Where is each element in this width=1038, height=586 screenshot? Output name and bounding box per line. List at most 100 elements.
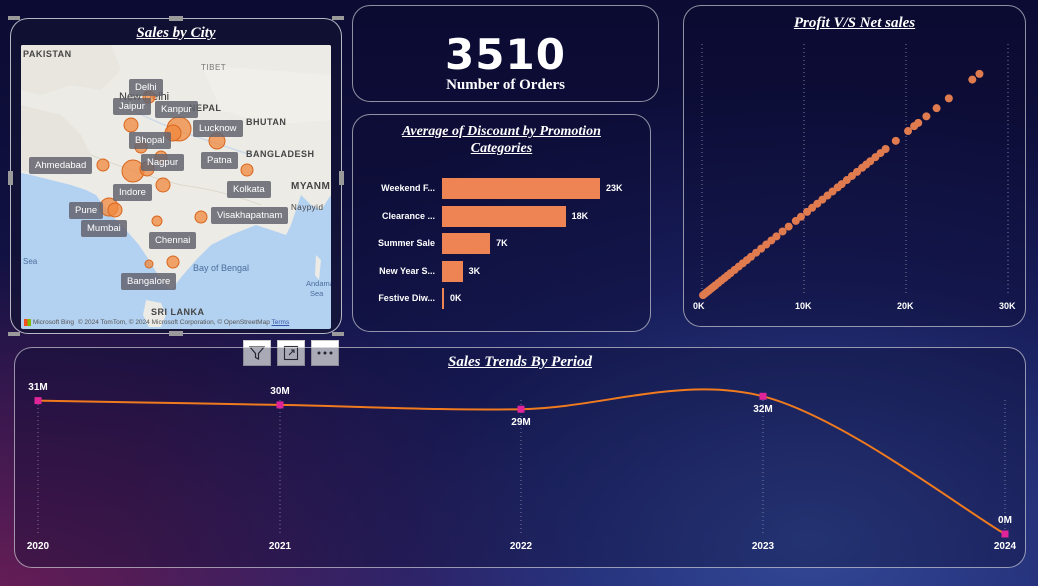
- line-x-tick: 2022: [509, 541, 533, 552]
- city-bubble-bangalore: [144, 259, 154, 269]
- map-canvas[interactable]: PAKISTAN TIBET BHUTAN BANGLADESH MYANM N…: [21, 45, 331, 329]
- city-label-ahmedabad[interactable]: Ahmedabad: [29, 157, 93, 174]
- line-value-label: 30M: [270, 385, 290, 397]
- map-water-label: Sea: [310, 289, 324, 298]
- city-label-bangalore[interactable]: Bangalore: [121, 273, 177, 290]
- line-marker: [759, 392, 767, 400]
- scatter-point: [904, 127, 913, 136]
- line-x-tick: 2024: [993, 541, 1017, 552]
- map-title: Sales by City: [136, 25, 216, 41]
- resize-handle-bottom[interactable]: [169, 331, 183, 336]
- scatter-point: [944, 94, 953, 103]
- discount-title-line1: Average of Discount by Promotion: [402, 124, 601, 139]
- scatter-title: Profit V/S Net sales: [793, 15, 916, 31]
- map-water-label: Bay of Bengal: [193, 263, 250, 273]
- discount-chart-title: Average of Discount by Promotion Categor…: [353, 123, 650, 157]
- bar-value-label: 3K: [468, 265, 481, 276]
- city-label-nagpur[interactable]: Nagpur: [141, 154, 185, 171]
- bar-category-label: Festive Diw...: [378, 293, 435, 303]
- city-label-delhi[interactable]: Delhi: [129, 79, 163, 96]
- city-label-chennai[interactable]: Chennai: [149, 232, 197, 249]
- more-options-icon: [317, 351, 333, 355]
- resize-handle-left[interactable]: [8, 171, 13, 185]
- scatter-point: [891, 136, 900, 145]
- more-options-button[interactable]: [311, 340, 339, 366]
- profit-vs-net-sales-card[interactable]: Profit V/S Net sales 0K 10K 20K 30K: [683, 5, 1026, 327]
- scatter-point: [784, 222, 793, 231]
- scatter-point: [932, 104, 941, 113]
- city-bubble-chennai: [166, 255, 180, 269]
- line-plot: [34, 388, 1009, 538]
- discount-bar[interactable]: [442, 288, 444, 309]
- city-bubble-pune-b: [107, 202, 123, 218]
- bar-category-label: Summer Sale: [377, 238, 435, 248]
- line-value-label: 0M: [998, 515, 1012, 526]
- city-label-pune[interactable]: Pune: [69, 202, 104, 219]
- city-bubble-patna: [240, 163, 254, 177]
- city-label-mumbai[interactable]: Mumbai: [81, 220, 127, 237]
- city-bubble-jaipur: [123, 117, 139, 133]
- city-label-patna[interactable]: Patna: [201, 152, 238, 169]
- resize-handle-corner[interactable]: [332, 332, 344, 336]
- map-region-label: BANGLADESH: [246, 149, 315, 159]
- discount-chart-card[interactable]: Average of Discount by Promotion Categor…: [352, 114, 651, 332]
- map-region-label: TIBET: [201, 63, 227, 72]
- city-bubble-indore: [155, 177, 171, 193]
- resize-handle-top[interactable]: [169, 16, 183, 21]
- resize-handle-corner[interactable]: [8, 16, 20, 20]
- discount-bar[interactable]: [442, 233, 491, 254]
- sales-by-city-card[interactable]: Sales by City PAKISTAN TIBET BHUTAN BANG…: [8, 16, 344, 336]
- bar-value-label: 23K: [606, 183, 623, 193]
- city-label-jaipur[interactable]: Jaipur: [113, 98, 151, 115]
- scatter-plot: [699, 44, 1009, 300]
- bar-value-label: 18K: [571, 210, 589, 221]
- city-label-lucknow[interactable]: Lucknow: [193, 120, 243, 137]
- discount-bar[interactable]: [442, 178, 600, 199]
- line-marker: [276, 401, 284, 409]
- city-label-visakhapatnam[interactable]: Visakhapatnam: [211, 207, 289, 224]
- scatter-point: [914, 118, 923, 127]
- orders-kpi-card[interactable]: 3510 Number of Orders: [352, 5, 659, 102]
- map-region-label: NEPAL: [189, 103, 222, 113]
- terms-link[interactable]: Terms: [271, 319, 290, 326]
- city-label-bhopal[interactable]: Bhopal: [129, 132, 171, 149]
- scatter-x-tick: 10K: [795, 301, 812, 311]
- line-value-label: 32M: [753, 404, 773, 416]
- resize-handle-corner[interactable]: [332, 16, 344, 20]
- discount-bar[interactable]: [442, 205, 566, 227]
- kpi-value: 3510: [445, 30, 566, 79]
- scatter-x-tick: 20K: [897, 301, 914, 311]
- map-water-label: Sea: [23, 257, 38, 266]
- focus-mode-button[interactable]: [277, 340, 305, 366]
- sales-trend-card[interactable]: Sales Trends By Period 31M 2020 30M 2021 29M…: [14, 347, 1026, 568]
- city-label-kolkata[interactable]: Kolkata: [227, 181, 271, 198]
- city-label-indore[interactable]: Indore: [113, 184, 152, 201]
- resize-handle-corner[interactable]: [8, 332, 20, 336]
- line-chart-title: Sales Trends By Period: [447, 354, 593, 370]
- map-water-label: Andamа: [306, 279, 331, 288]
- city-bubble-ahmedabad: [96, 158, 110, 172]
- city-bubble-visakhapatnam: [194, 210, 208, 224]
- city-label-kanpur[interactable]: Kanpur: [155, 101, 198, 118]
- bing-logo-text: Microsoft Bing: [32, 319, 74, 326]
- map-region-label: MYANM: [291, 181, 331, 192]
- discount-bar[interactable]: [442, 260, 463, 282]
- focus-mode-icon: [283, 345, 299, 361]
- resize-handle-right[interactable]: [339, 171, 344, 185]
- line-marker: [34, 397, 42, 405]
- map-attribution: Microsoft Bing © 2024 TomTom, © 2024 Mic…: [24, 318, 290, 326]
- scatter-x-tick: 0K: [693, 301, 705, 311]
- filter-button[interactable]: [243, 340, 271, 366]
- bar-category-label: New Year S...: [379, 265, 435, 276]
- scatter-point: [881, 145, 890, 153]
- city-bubble-chennai-a: [151, 215, 163, 227]
- bar-value-label: 0K: [450, 293, 462, 303]
- scatter-point: [772, 232, 781, 241]
- kpi-label: Number of Orders: [446, 77, 565, 93]
- line-x-tick: 2020: [26, 541, 50, 552]
- line-marker: [1001, 530, 1009, 538]
- scatter-point: [968, 75, 977, 84]
- bing-logo-icon: [24, 318, 31, 326]
- scatter-x-tick: 30K: [999, 301, 1016, 311]
- map-region-label: Naypyid: [291, 203, 324, 212]
